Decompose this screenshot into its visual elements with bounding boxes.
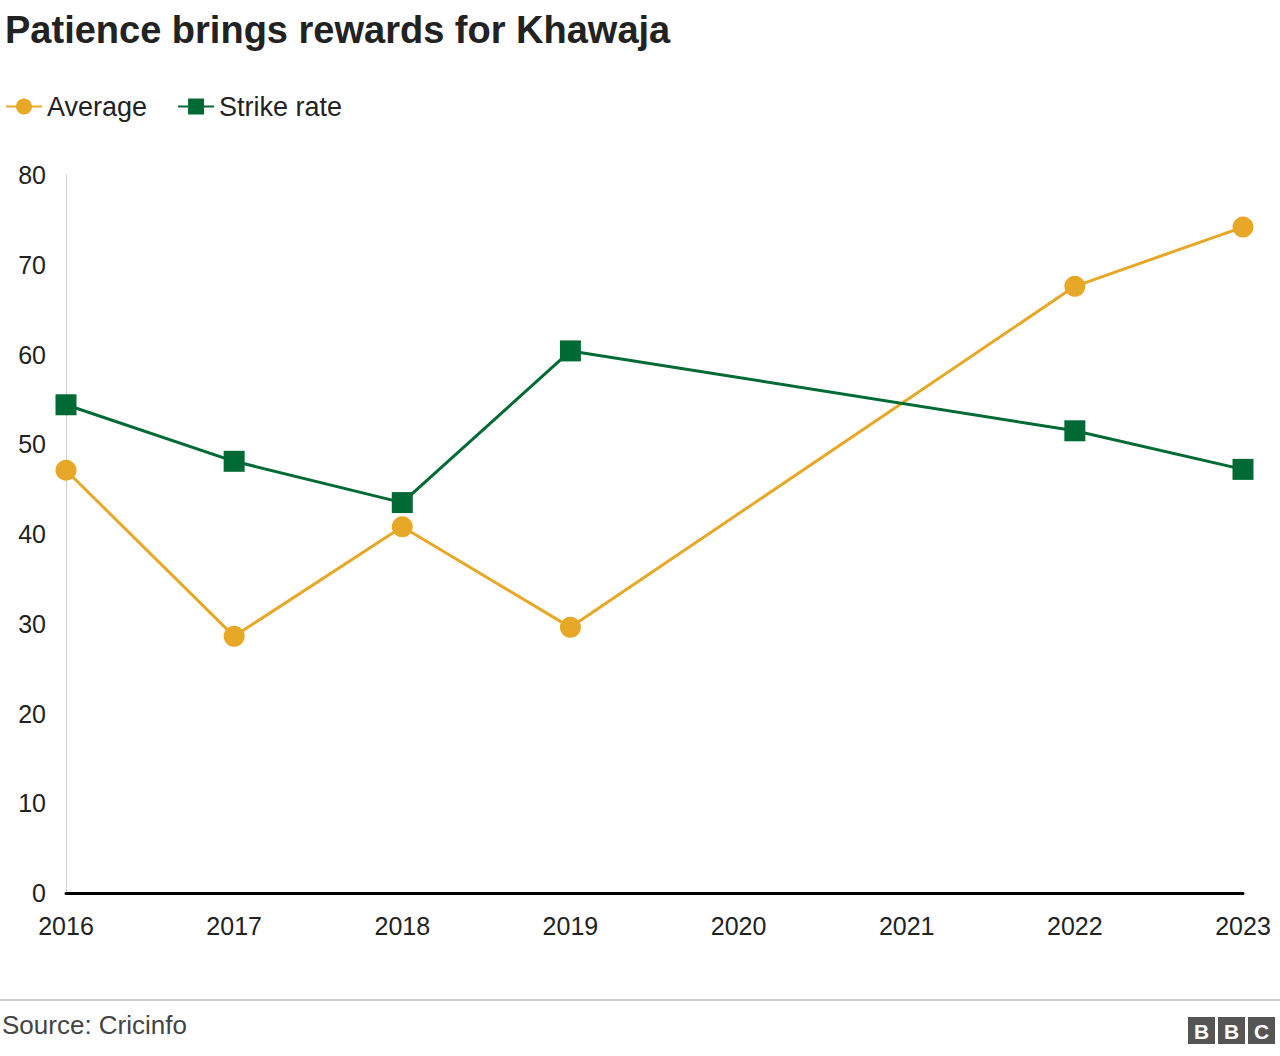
svg-text:Average: Average [47,92,147,122]
svg-text:20: 20 [18,700,46,728]
svg-text:2023: 2023 [1215,912,1271,940]
svg-text:50: 50 [18,430,46,458]
svg-text:2019: 2019 [543,912,599,940]
svg-text:2022: 2022 [1047,912,1103,940]
svg-text:2017: 2017 [206,912,262,940]
svg-text:B: B [1224,1020,1239,1043]
svg-text:0: 0 [32,879,46,907]
svg-text:30: 30 [18,610,46,638]
svg-text:2018: 2018 [374,912,430,940]
svg-text:2021: 2021 [879,912,935,940]
svg-text:Strike rate: Strike rate [219,92,342,122]
svg-text:80: 80 [18,161,46,189]
svg-text:Patience brings rewards for Kh: Patience brings rewards for Khawaja [5,9,671,51]
svg-text:C: C [1254,1020,1269,1043]
svg-text:10: 10 [18,789,46,817]
svg-text:2020: 2020 [711,912,767,940]
svg-text:70: 70 [18,251,46,279]
svg-text:40: 40 [18,520,46,548]
svg-text:60: 60 [18,341,46,369]
svg-text:B: B [1194,1020,1209,1043]
svg-text:Source: Cricinfo: Source: Cricinfo [2,1010,187,1040]
svg-text:2016: 2016 [38,912,94,940]
